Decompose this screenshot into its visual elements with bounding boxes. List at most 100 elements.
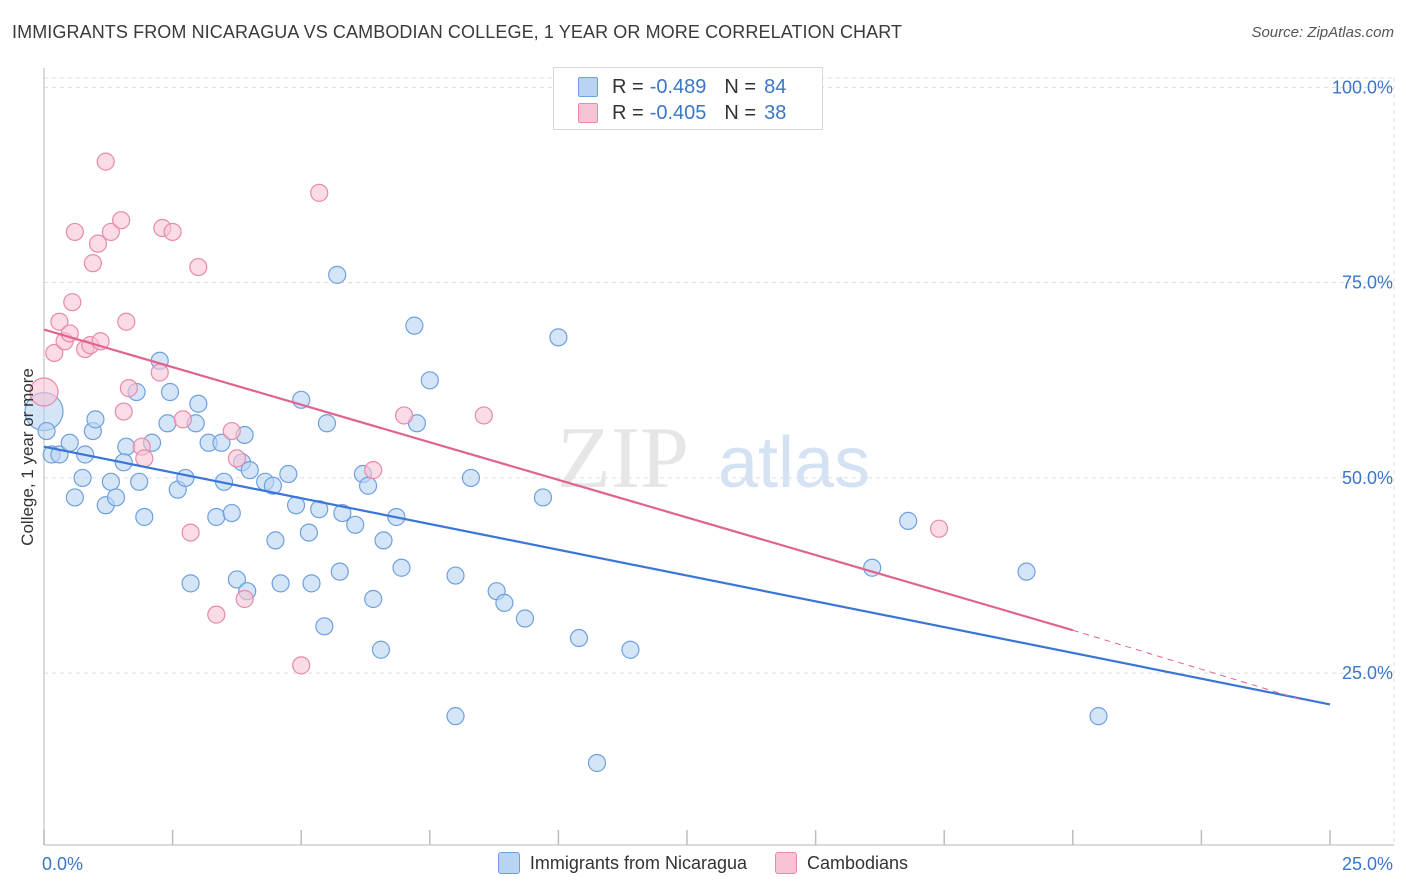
nicaragua-point bbox=[101, 472, 120, 491]
nicaragua-point bbox=[549, 328, 568, 347]
nicaragua-point bbox=[117, 437, 136, 456]
legend-item-cambodian: Cambodians bbox=[775, 852, 908, 874]
nicaragua-point bbox=[587, 753, 607, 773]
nicaragua-point bbox=[189, 394, 208, 413]
nicaragua-point bbox=[176, 468, 195, 488]
cambodian-point bbox=[235, 589, 254, 609]
chart-title: IMMIGRANTS FROM NICARAGUA VS CAMBODIAN C… bbox=[12, 22, 903, 42]
cambodian-point bbox=[173, 410, 192, 429]
trend-lines bbox=[43, 328, 1331, 706]
cambodian-point bbox=[222, 421, 241, 441]
cambodian-point bbox=[227, 449, 246, 468]
nicaragua-point bbox=[299, 523, 319, 542]
y-tick-label: 100.0% bbox=[1332, 77, 1393, 97]
cambodian-point bbox=[88, 234, 108, 253]
nicaragua-point bbox=[266, 531, 285, 550]
nicaragua-point bbox=[160, 382, 180, 402]
cambodian-point bbox=[207, 605, 226, 624]
cambodian-point bbox=[65, 222, 84, 242]
legend-swatch-blue bbox=[497, 852, 520, 874]
nicaragua-point bbox=[533, 488, 553, 507]
nicaragua-point bbox=[371, 640, 391, 659]
cambodian-point bbox=[101, 222, 120, 242]
cambodian-point bbox=[292, 656, 311, 675]
legend-label-nicaragua: Immigrants from Nicaragua bbox=[529, 852, 747, 873]
nicaragua-point bbox=[346, 515, 365, 534]
nicaragua-point bbox=[65, 488, 84, 507]
nicaragua-point bbox=[310, 500, 329, 519]
cambodian-point bbox=[50, 312, 69, 331]
nicaragua-trend-line bbox=[43, 445, 1331, 706]
nicaragua-point bbox=[240, 461, 259, 480]
nicaragua-point bbox=[899, 511, 918, 530]
nicaragua-point bbox=[405, 316, 424, 335]
nicaragua-point bbox=[333, 503, 352, 523]
legend-r-value: -0.489 bbox=[649, 75, 707, 98]
nicaragua-point bbox=[37, 421, 56, 441]
cambodian-point bbox=[189, 257, 208, 277]
watermark-zip: ZIP bbox=[557, 410, 689, 507]
watermark-atlas: atlas bbox=[718, 423, 870, 503]
cambodian-point bbox=[119, 379, 138, 398]
y-tick-label: 25.0% bbox=[1342, 663, 1393, 683]
nicaragua-point bbox=[1089, 707, 1108, 726]
nicaragua-point bbox=[330, 562, 349, 581]
legend-n-label: N = bbox=[724, 75, 757, 98]
cambodian-point bbox=[135, 449, 154, 468]
legend-r-label: R = bbox=[612, 101, 644, 124]
nicaragua-point bbox=[106, 488, 126, 507]
nicaragua-point bbox=[317, 414, 337, 433]
nicaragua-point bbox=[222, 503, 241, 523]
cambodian-point bbox=[310, 183, 329, 202]
nicaragua-point bbox=[364, 589, 383, 609]
legend-row-cambodian: R = -0.405 N = 38 bbox=[578, 101, 786, 125]
nicaragua-point bbox=[328, 265, 347, 284]
nicaragua-points bbox=[24, 265, 1108, 773]
cambodian-point bbox=[150, 363, 169, 382]
legend-r-value: -0.405 bbox=[649, 101, 707, 124]
cambodian-point bbox=[112, 211, 131, 230]
nicaragua-point bbox=[207, 507, 226, 527]
nicaragua-point bbox=[374, 531, 393, 550]
nicaragua-point bbox=[158, 414, 177, 433]
stats-legend: R = -0.489 N = 84 R = -0.405 N = 38 bbox=[553, 67, 823, 130]
nicaragua-point bbox=[446, 707, 465, 726]
cambodian-point bbox=[163, 222, 182, 242]
nicaragua-point bbox=[271, 574, 290, 593]
nicaragua-point bbox=[73, 468, 92, 488]
x-axis-ticks bbox=[43, 830, 1331, 845]
legend-swatch-pink bbox=[775, 852, 797, 874]
legend-item-nicaragua: Immigrants from Nicaragua bbox=[497, 852, 747, 874]
cambodian-trend-extension bbox=[1072, 629, 1305, 701]
cambodian-point bbox=[474, 406, 493, 425]
y-axis-title: College, 1 year or more bbox=[18, 368, 37, 546]
nicaragua-point bbox=[279, 464, 298, 484]
nicaragua-point bbox=[420, 371, 439, 390]
cambodian-point bbox=[83, 254, 102, 273]
nicaragua-point bbox=[135, 507, 154, 527]
series-legend: Immigrants from Nicaragua Cambodians bbox=[0, 852, 1406, 874]
source-label: Source: ZipAtlas.com bbox=[1251, 24, 1394, 41]
nicaragua-point bbox=[358, 476, 378, 495]
legend-n-value: 84 bbox=[764, 75, 787, 98]
legend-swatch-blue bbox=[578, 77, 598, 97]
cambodian-point bbox=[114, 402, 133, 421]
nicaragua-point bbox=[227, 570, 246, 589]
cambodian-point bbox=[63, 293, 82, 312]
x-tick-label-max: 25.0% bbox=[1342, 854, 1393, 874]
cambodian-point bbox=[394, 406, 414, 425]
nicaragua-point bbox=[263, 476, 283, 495]
nicaragua-point bbox=[446, 566, 465, 585]
nicaragua-point bbox=[621, 640, 640, 659]
nicaragua-point bbox=[181, 574, 200, 593]
nicaragua-point bbox=[569, 628, 589, 648]
cambodian-point bbox=[96, 152, 115, 171]
nicaragua-point bbox=[60, 433, 79, 452]
nicaragua-point bbox=[130, 472, 149, 491]
cambodian-point bbox=[117, 312, 136, 331]
nicaragua-point bbox=[495, 593, 514, 612]
cambodian-point bbox=[29, 377, 59, 407]
cambodian-point bbox=[181, 523, 200, 542]
nicaragua-point bbox=[461, 468, 481, 488]
